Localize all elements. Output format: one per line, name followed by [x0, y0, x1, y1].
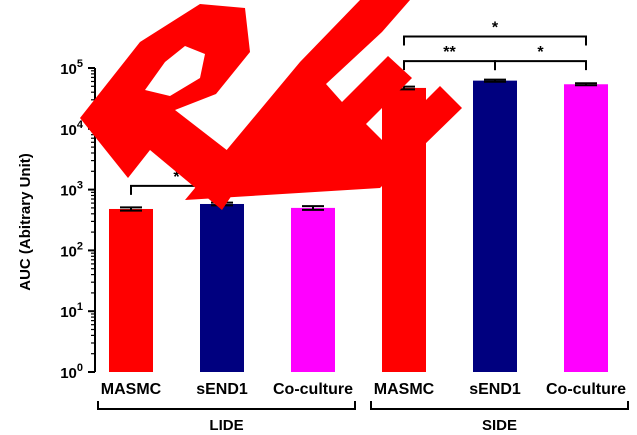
y-tick-label-exp-1: 1 [77, 301, 83, 313]
y-tick-label-exp-0: 0 [77, 362, 83, 374]
x-category-label-0: MASMC [101, 381, 162, 398]
error-bar-5 [575, 82, 597, 87]
bar-5 [564, 84, 608, 373]
significance-bracket-2 [494, 60, 587, 71]
y-tick-label-exp-4: 4 [77, 119, 84, 131]
y-tick-label-base-2: 10 [60, 243, 77, 260]
y-tick-label-base-5: 10 [60, 61, 77, 78]
significance-bracket-1 [403, 60, 496, 71]
bar-1 [200, 203, 244, 372]
y-tick-label-0: 100 [60, 362, 83, 382]
error-bars-layer [120, 78, 597, 212]
group-bracket-0 [97, 401, 356, 410]
error-bar-4 [484, 78, 506, 83]
group-bracket-line-0 [97, 401, 356, 410]
y-tick-label-4: 104 [60, 119, 84, 139]
x-category-label-1: sEND1 [196, 381, 248, 398]
x-category-label-5: Co-culture [546, 381, 626, 398]
significance-line-2 [494, 60, 587, 71]
x-axis-categories: MASMC sEND1 Co-culture MASMC sEND1 Co-culture [101, 381, 626, 398]
watermark-re [80, 0, 462, 210]
bar-4 [473, 80, 517, 372]
x-axis-groups: LIDE SIDE [97, 401, 629, 434]
y-tick-label-base-3: 10 [60, 183, 77, 200]
y-tick-label-base-4: 10 [60, 122, 77, 139]
significance-label-0: * [173, 169, 180, 186]
significance-line-1 [403, 60, 496, 71]
x-category-label-3: MASMC [374, 381, 435, 398]
significance-brackets: *** ** [130, 19, 587, 195]
y-tick-label-exp-3: 3 [77, 180, 83, 192]
y-tick-label-exp-5: 5 [77, 58, 83, 70]
significance-line-3 [403, 35, 587, 46]
bar-0 [109, 208, 153, 372]
significance-bracket-3 [403, 35, 587, 46]
y-tick-label-base-1: 10 [60, 304, 77, 321]
error-bar-0 [120, 206, 142, 212]
bar-2 [291, 207, 335, 372]
y-tick-label-exp-2: 2 [77, 240, 83, 252]
significance-label-1: ** [443, 44, 456, 61]
y-tick-label-1: 101 [60, 301, 83, 321]
y-tick-label-3: 103 [60, 180, 83, 200]
significance-label-2: * [537, 44, 544, 61]
y-axis-label: AUC (Abitrary Unit) [17, 153, 34, 291]
group-bracket-1 [370, 401, 629, 410]
group-bracket-line-1 [370, 401, 629, 410]
group-label-1: SIDE [482, 417, 517, 434]
y-tick-label-5: 105 [60, 58, 83, 78]
group-label-0: LIDE [209, 417, 243, 434]
y-tick-label-base-0: 10 [60, 365, 77, 382]
x-category-label-2: Co-culture [273, 381, 353, 398]
y-tick-label-2: 102 [60, 240, 83, 260]
significance-label-3: * [492, 19, 499, 36]
x-category-label-4: sEND1 [469, 381, 521, 398]
error-bar-2 [302, 205, 324, 211]
